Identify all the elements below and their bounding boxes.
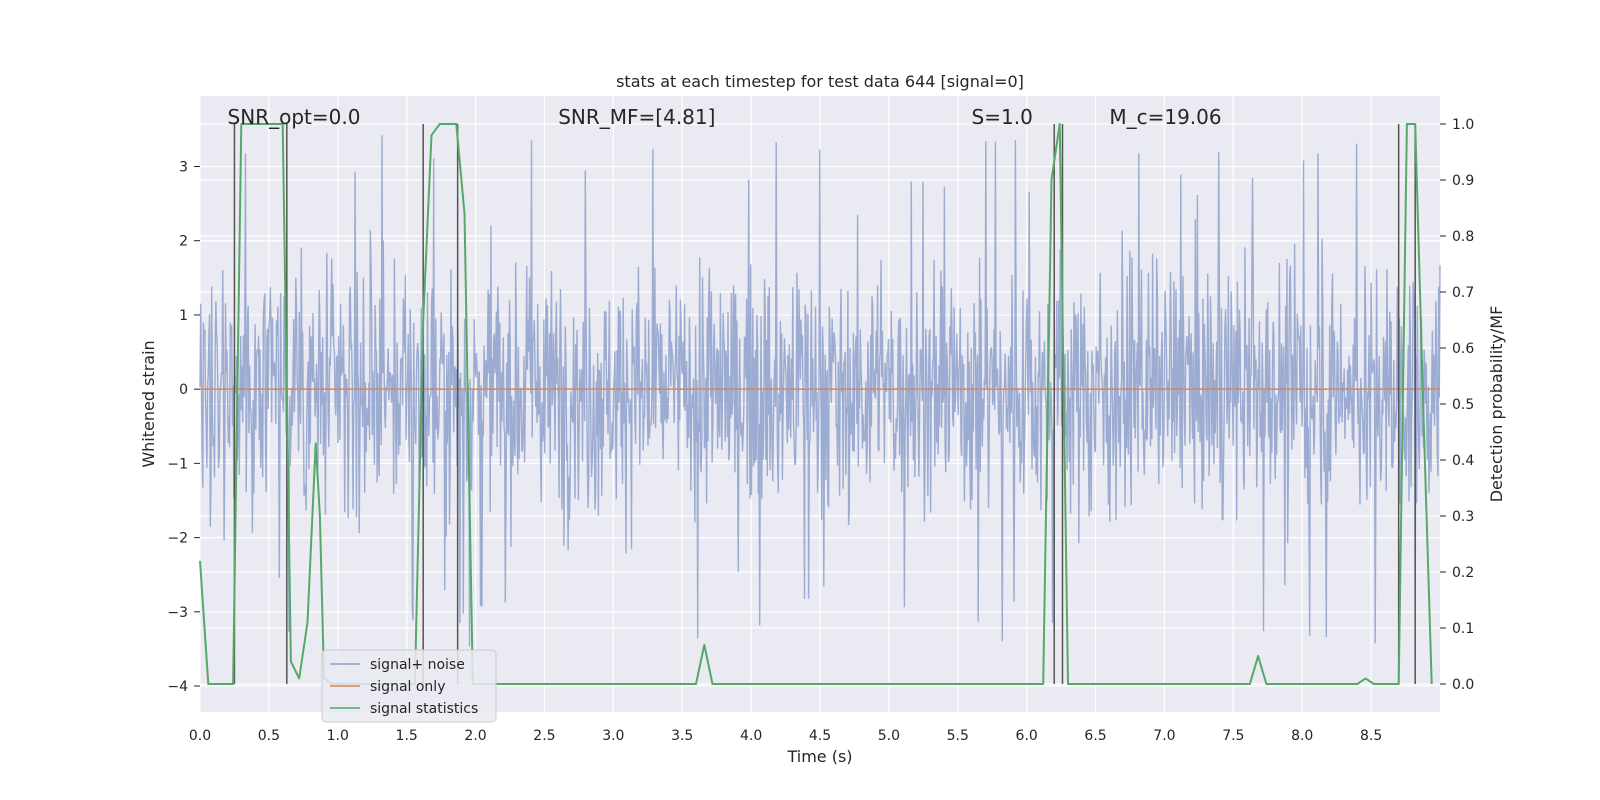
y-right-tick-label-5: 0.5 (1452, 397, 1474, 413)
legend-label-signal-statistics: signal statistics (370, 701, 478, 717)
y-tick-label-6: 2 (179, 234, 188, 250)
x-tick-label-14: 7.0 (1153, 728, 1175, 744)
chart-title: stats at each timestep for test data 644… (616, 72, 1024, 91)
vertical-markers (233, 124, 1416, 684)
y-tick-label-0: −4 (167, 679, 188, 695)
legend-label-signal-only: signal only (370, 679, 445, 695)
x-tick-label-8: 4.0 (740, 728, 762, 744)
x-tick-label-1: 0.5 (258, 728, 280, 744)
x-tick-label-12: 6.0 (1016, 728, 1038, 744)
grid-lines (199, 96, 1440, 712)
legend-box (321, 649, 497, 723)
y-tick-label-2: −2 (167, 531, 188, 547)
y-right-axis-ticks: 0.0 0.1 0.2 0.3 0.4 0.5 0.6 0.7 0.8 0.9 1.0 (1440, 117, 1474, 693)
y-right-tick-label-4: 0.4 (1452, 453, 1474, 469)
x-tick-label-9: 4.5 (809, 728, 831, 744)
noise-line (199, 135, 1441, 647)
y-right-tick-label-0: 0.0 (1452, 677, 1474, 693)
x-tick-label-17: 8.5 (1360, 728, 1382, 744)
annotations: SNR_opt=0.0 SNR_MF=[4.81] S=1.0 M_c=19.06 (228, 105, 1222, 129)
x-tick-label-13: 6.5 (1084, 728, 1106, 744)
legend-label-signal-noise: signal+ noise (370, 657, 465, 673)
x-tick-label-11: 5.5 (947, 728, 969, 744)
x-tick-label-15: 7.5 (1222, 728, 1244, 744)
y-right-tick-label-6: 0.6 (1452, 341, 1474, 357)
y-right-tick-label-3: 0.3 (1452, 509, 1474, 525)
annotation-1: SNR_MF=[4.81] (558, 105, 715, 129)
x-tick-label-6: 3.0 (602, 728, 624, 744)
y-right-tick-label-2: 0.2 (1452, 565, 1474, 581)
y-tick-label-1: −3 (167, 605, 188, 621)
y-right-axis-label: Detection probability/MF (1487, 306, 1506, 503)
y-right-tick-label-8: 0.8 (1452, 229, 1474, 245)
x-tick-label-5: 2.5 (533, 728, 555, 744)
x-tick-label-0: 0.0 (189, 728, 211, 744)
y-right-tick-label-9: 0.9 (1452, 173, 1474, 189)
y-tick-label-7: 3 (179, 160, 188, 176)
y-right-tick-label-7: 0.7 (1452, 285, 1474, 301)
y-right-tick-label-1: 0.1 (1452, 621, 1474, 637)
legend: signal+ noise signal only signal statist… (321, 649, 497, 723)
y-right-tick-label-10: 1.0 (1452, 117, 1474, 133)
y-tick-label-4: 0 (179, 382, 188, 398)
x-tick-label-7: 3.5 (671, 728, 693, 744)
series-signal-noise (199, 135, 1441, 647)
annotation-3: M_c=19.06 (1109, 105, 1221, 129)
x-tick-label-16: 8.0 (1291, 728, 1313, 744)
x-tick-label-4: 2.0 (464, 728, 486, 744)
x-tick-label-2: 1.0 (327, 728, 349, 744)
y-axis-ticks: −4 −3 −2 −1 0 1 2 3 (167, 160, 200, 695)
annotation-0: SNR_opt=0.0 (228, 105, 361, 129)
y-axis-label: Whitened strain (139, 340, 158, 467)
y-tick-label-3: −1 (167, 456, 188, 472)
x-tick-label-3: 1.5 (396, 728, 418, 744)
annotation-2: S=1.0 (972, 105, 1033, 129)
y-tick-label-5: 1 (179, 308, 188, 324)
x-axis-ticks: 0.0 0.5 1.0 1.5 2.0 2.5 3.0 3.5 4.0 4.5 5.0 5.5 6.0 6… (189, 728, 1382, 744)
x-tick-label-10: 5.0 (878, 728, 900, 744)
x-axis-label: Time (s) (786, 747, 852, 766)
